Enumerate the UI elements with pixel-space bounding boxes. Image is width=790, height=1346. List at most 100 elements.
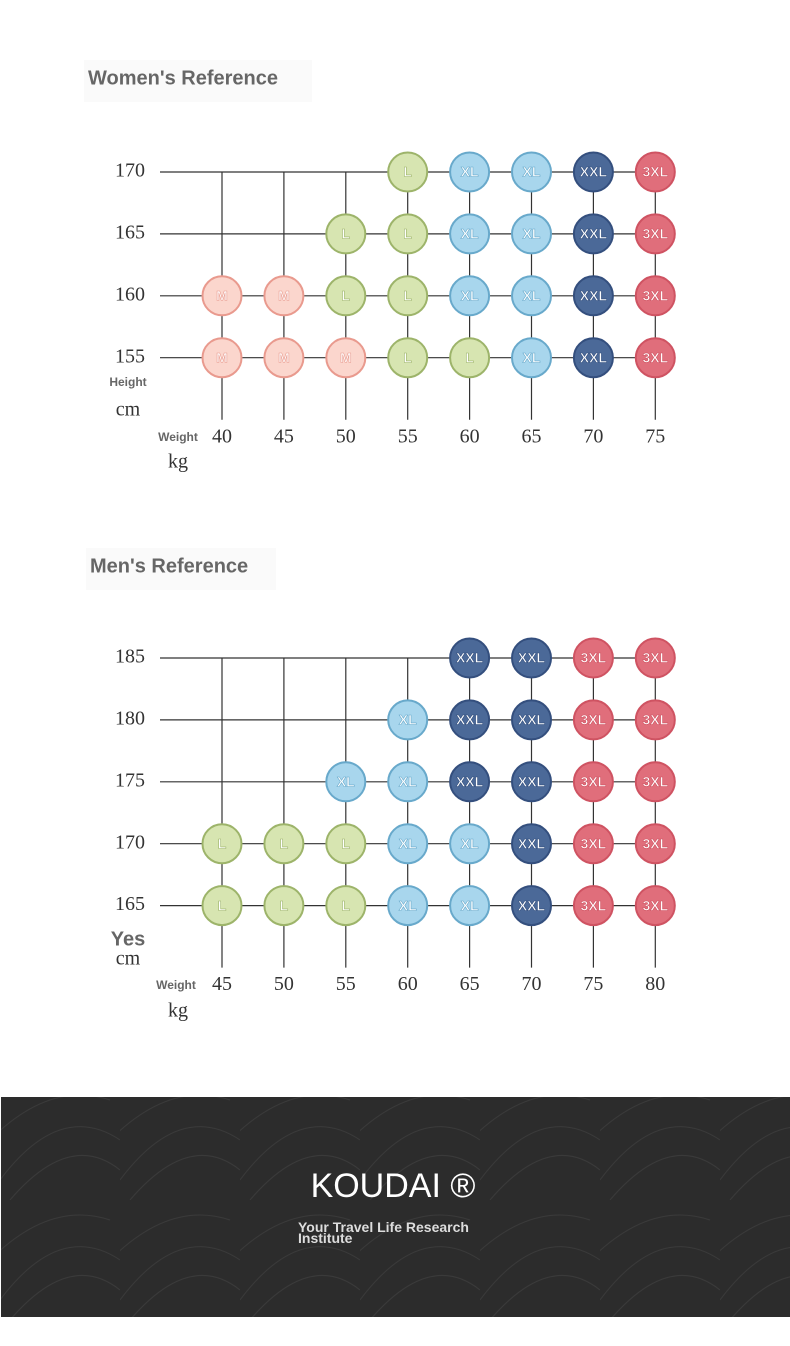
weight-label: 50: [336, 425, 356, 447]
size-badge: [387, 213, 429, 255]
size-label: 3XL: [642, 897, 668, 913]
size-badge: [387, 761, 429, 803]
size-badge: [387, 885, 429, 927]
size-badge: [201, 275, 243, 317]
size-label: 3XL: [642, 712, 668, 728]
size-label: XL: [399, 835, 417, 851]
size-badge: [634, 337, 676, 379]
size-badge: [387, 337, 429, 379]
size-label: L: [465, 349, 474, 365]
height-label: 155: [115, 345, 145, 367]
size-label: L: [342, 835, 351, 851]
size-badge: [634, 213, 676, 255]
size-label: 3XL: [642, 226, 668, 242]
size-label: 3XL: [642, 349, 668, 365]
size-badge: [449, 275, 491, 317]
size-badge: [634, 823, 676, 865]
size-badge: [511, 761, 552, 803]
weight-label: 60: [398, 973, 418, 995]
size-label: L: [342, 288, 351, 304]
height-label: 170: [115, 831, 145, 853]
weight-axis-label: Weight: [156, 978, 196, 992]
size-label: M: [216, 349, 228, 365]
size-label: XXL: [456, 774, 484, 790]
size-label: XXL: [456, 650, 484, 666]
size-badge: [449, 761, 491, 803]
size-badge: [387, 699, 429, 741]
size-badge: [572, 275, 614, 317]
height-label: 180: [115, 707, 145, 729]
size-label: L: [403, 288, 412, 304]
size-label: XXL: [518, 835, 546, 851]
weight-label: 50: [274, 973, 294, 995]
size-label: XXL: [580, 226, 608, 242]
footer-pattern: [1, 1097, 790, 1317]
size-label: XXL: [518, 897, 546, 913]
size-label: XL: [461, 288, 479, 304]
size-badge: [449, 885, 491, 927]
height-label: 160: [115, 283, 145, 305]
size-label: M: [340, 349, 352, 365]
size-badge: [572, 337, 614, 379]
size-badge: [634, 151, 676, 193]
size-label: M: [216, 288, 228, 304]
size-badge: [263, 823, 305, 865]
size-badge: [325, 761, 367, 803]
size-badge: [634, 885, 676, 927]
size-label: XL: [337, 774, 355, 790]
size-label: L: [280, 835, 289, 851]
size-label: L: [403, 226, 412, 242]
size-label: XXL: [580, 349, 608, 365]
section-title: Men's Reference: [90, 555, 248, 577]
size-badge: [511, 213, 552, 255]
size-label: XL: [399, 712, 417, 728]
size-badge: [387, 275, 429, 317]
size-badge: [572, 213, 614, 255]
size-label: XL: [461, 164, 479, 180]
size-badge: [325, 885, 367, 927]
size-badge: [201, 337, 243, 379]
tagline: Your Travel Life Research Institute: [298, 1219, 469, 1246]
size-label: 3XL: [581, 712, 607, 728]
size-badge: [634, 699, 676, 741]
size-badge: [572, 761, 614, 803]
size-badge: [449, 337, 491, 379]
size-label: XL: [399, 897, 417, 913]
weight-unit: kg: [168, 1000, 188, 1022]
size-label: XL: [461, 897, 479, 913]
size-badge: [511, 885, 552, 927]
size-badge: [263, 337, 305, 379]
size-label: L: [342, 897, 351, 913]
size-badge: [201, 885, 243, 927]
size-label: XXL: [580, 164, 608, 180]
height-unit: cm: [116, 399, 141, 421]
weight-label: 65: [522, 425, 542, 447]
weight-label: 40: [212, 425, 232, 447]
size-badge: [511, 823, 552, 865]
height-label: 165: [115, 221, 145, 243]
size-label: L: [403, 164, 412, 180]
size-label: XL: [523, 164, 541, 180]
height-label: 185: [115, 646, 145, 668]
size-label: 3XL: [642, 835, 668, 851]
size-label: 3XL: [581, 650, 607, 666]
brand: KOUDAI ®: [311, 1167, 476, 1205]
height-label: 170: [115, 160, 145, 182]
weight-label: 45: [274, 425, 294, 447]
size-badge: [511, 699, 552, 741]
size-badge: [511, 337, 552, 379]
weight-label: 70: [583, 425, 603, 447]
size-badge: [387, 151, 429, 193]
size-badge: [572, 637, 614, 679]
weight-label: 70: [522, 973, 542, 995]
size-badge: [449, 637, 491, 679]
size-label: XL: [399, 774, 417, 790]
height-axis-label: Yes: [111, 928, 145, 950]
height-axis-label: Height: [109, 375, 146, 389]
size-badge: [572, 699, 614, 741]
size-label: XXL: [456, 712, 484, 728]
size-label: XL: [461, 226, 479, 242]
size-label: XL: [461, 835, 479, 851]
